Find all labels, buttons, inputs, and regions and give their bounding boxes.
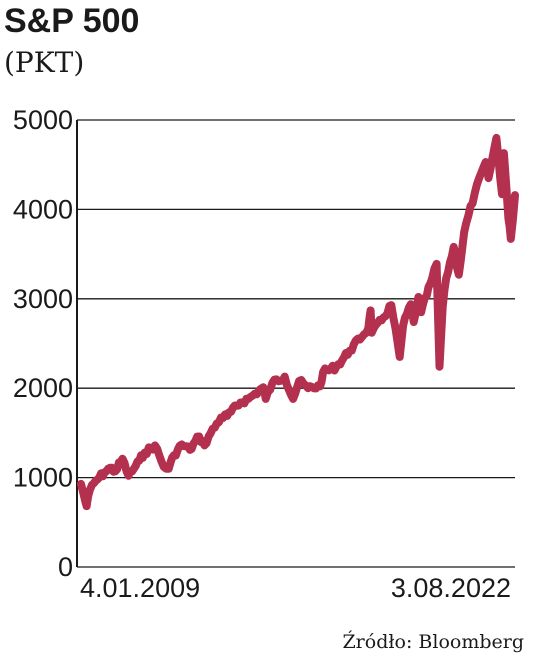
series-line-0 (77, 133, 519, 511)
y-axis-ticks: 0 1000 2000 3000 4000 5000 (13, 105, 73, 582)
x-tick-label-start: 4.01.2009 (80, 573, 200, 603)
chart-subtitle: (PKT) (4, 46, 84, 79)
chart-source: Źródło: Bloomberg (342, 630, 524, 653)
x-tick-label-end: 3.08.2022 (391, 573, 511, 603)
chart-title: S&P 500 (4, 2, 139, 40)
y-tick-label-5000: 5000 (13, 105, 73, 135)
y-tick-label-2000: 2000 (13, 373, 73, 403)
y-tick-label-4000: 4000 (13, 194, 73, 224)
y-tick-label-1000: 1000 (13, 463, 73, 493)
y-tick-label-3000: 3000 (13, 284, 73, 314)
series-layer (77, 133, 519, 511)
y-tick-label-0: 0 (58, 552, 73, 582)
gridlines (77, 119, 515, 568)
